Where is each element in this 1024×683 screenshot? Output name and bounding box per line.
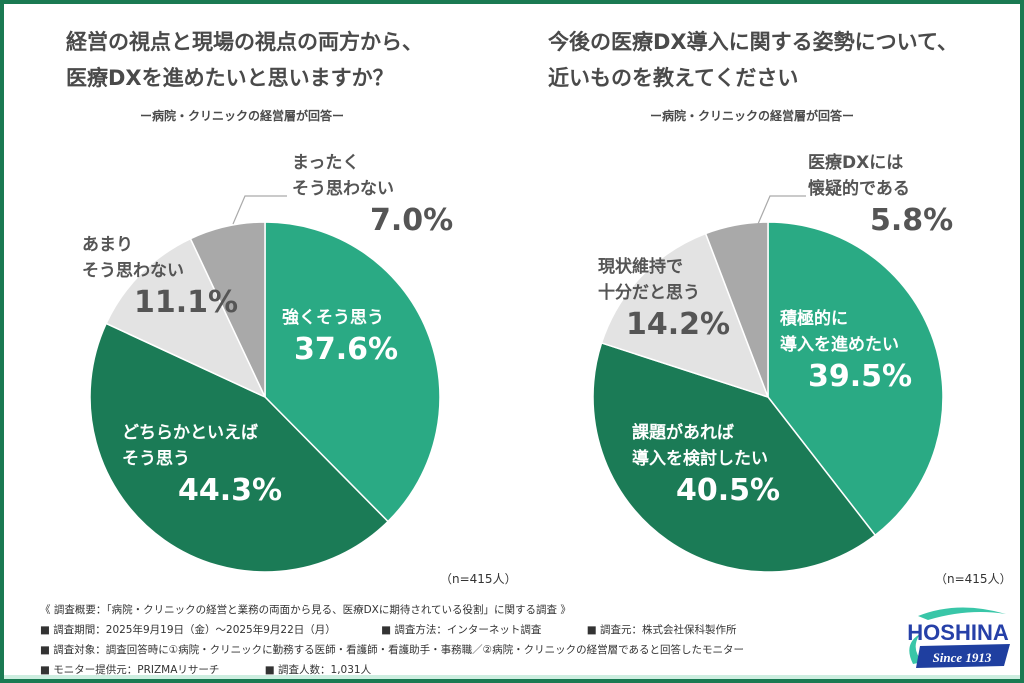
chart1-title-line1: 経営の視点と現場の視点の両方から、: [66, 30, 423, 54]
svg-text:HOSHINA: HOSHINA: [907, 620, 1009, 645]
chart1-title: 経営の視点と現場の視点の両方から、 医療DXを進めたいと思いますか？: [66, 24, 423, 96]
pie-slice-1: [89, 322, 390, 573]
chart1-subtitle: ー病院・クリニックの経営層が回答ー: [140, 109, 345, 123]
pie-slice-0: [264, 221, 441, 523]
chart1-pie: [89, 221, 441, 573]
svg-text:Since 1913: Since 1913: [933, 650, 992, 665]
chart1-label-2: あまり そう思わない 11.1%: [82, 235, 239, 320]
pie-slice-3: [704, 221, 769, 398]
pie-slice-2: [600, 232, 770, 399]
chart2-leader-line: [757, 195, 806, 225]
chart2-title: 今後の医療DX導入に関する姿勢について、 近いものを教えてください: [548, 24, 958, 96]
chart1-leader-line: [232, 195, 287, 225]
hoshina-logo: HOSHINA Since 1913: [907, 607, 1010, 668]
pie-slice-2: [105, 237, 267, 399]
chart2-label-0: 積極的に 導入を進めたい 39.5%: [780, 309, 913, 394]
survey-provider: ■ モニター提供元：PRIZMAリサーチ: [40, 664, 220, 676]
chart1-label-3: まったく そう思わない 7.0%: [292, 153, 454, 238]
chart2-title-line2: 近いものを教えてください: [548, 66, 799, 90]
pie-slice-3: [189, 221, 266, 398]
bottom-band: [4, 675, 1020, 679]
pie-slice-1: [592, 341, 877, 573]
chart1-sample-size: （n=415人）: [440, 572, 517, 586]
survey-method: ■ 調査方法：インターネット調査: [381, 624, 542, 636]
survey-target: ■ 調査対象：調査回答時に①病院・クリニックに勤務する医師・看護師・看護助手・事…: [40, 644, 744, 656]
survey-period: ■ 調査期間：2025年9月19日（金）～2025年9月22日（月）: [40, 624, 336, 636]
pie-slice-0: [767, 221, 944, 537]
chart2-sample-size: （n=415人）: [935, 572, 1012, 586]
chart2-label-3: 医療DXには 懐疑的である 5.8%: [808, 153, 954, 238]
survey-count: ■ 調査人数：1,031人: [264, 664, 372, 676]
chart2-label-2: 現状維持で 十分だと思う 14.2%: [598, 257, 731, 342]
survey-row-1: ■ 調査期間：2025年9月19日（金）～2025年9月22日（月） ■ 調査方…: [40, 620, 779, 640]
survey-row-3: ■ モニター提供元：PRIZMAリサーチ ■ 調査人数：1,031人: [40, 660, 779, 680]
chart2-title-line1: 今後の医療DX導入に関する姿勢について、: [548, 30, 958, 54]
chart2-pie: [592, 221, 944, 573]
survey-source: ■ 調査元：株式会社保科製作所: [586, 624, 737, 636]
chart2-subtitle: ー病院・クリニックの経営層が回答ー: [650, 109, 855, 123]
survey-overview: 《 調査概要：「病院・クリニックの経営と業務の両面から見る、医療DXに期待されて…: [40, 604, 571, 616]
chart1-label-0: 強くそう思う 37.6%: [282, 308, 399, 367]
chart1-label-1: どちらかといえば そう思う 44.3%: [122, 423, 283, 508]
chart1-title-line2: 医療DXを進めたいと思いますか？: [66, 66, 394, 90]
chart2-label-1: 課題があれば 導入を検討したい 40.5%: [632, 423, 781, 508]
survey-footer: 《 調査概要：「病院・クリニックの経営と業務の両面から見る、医療DXに期待されて…: [40, 600, 779, 680]
